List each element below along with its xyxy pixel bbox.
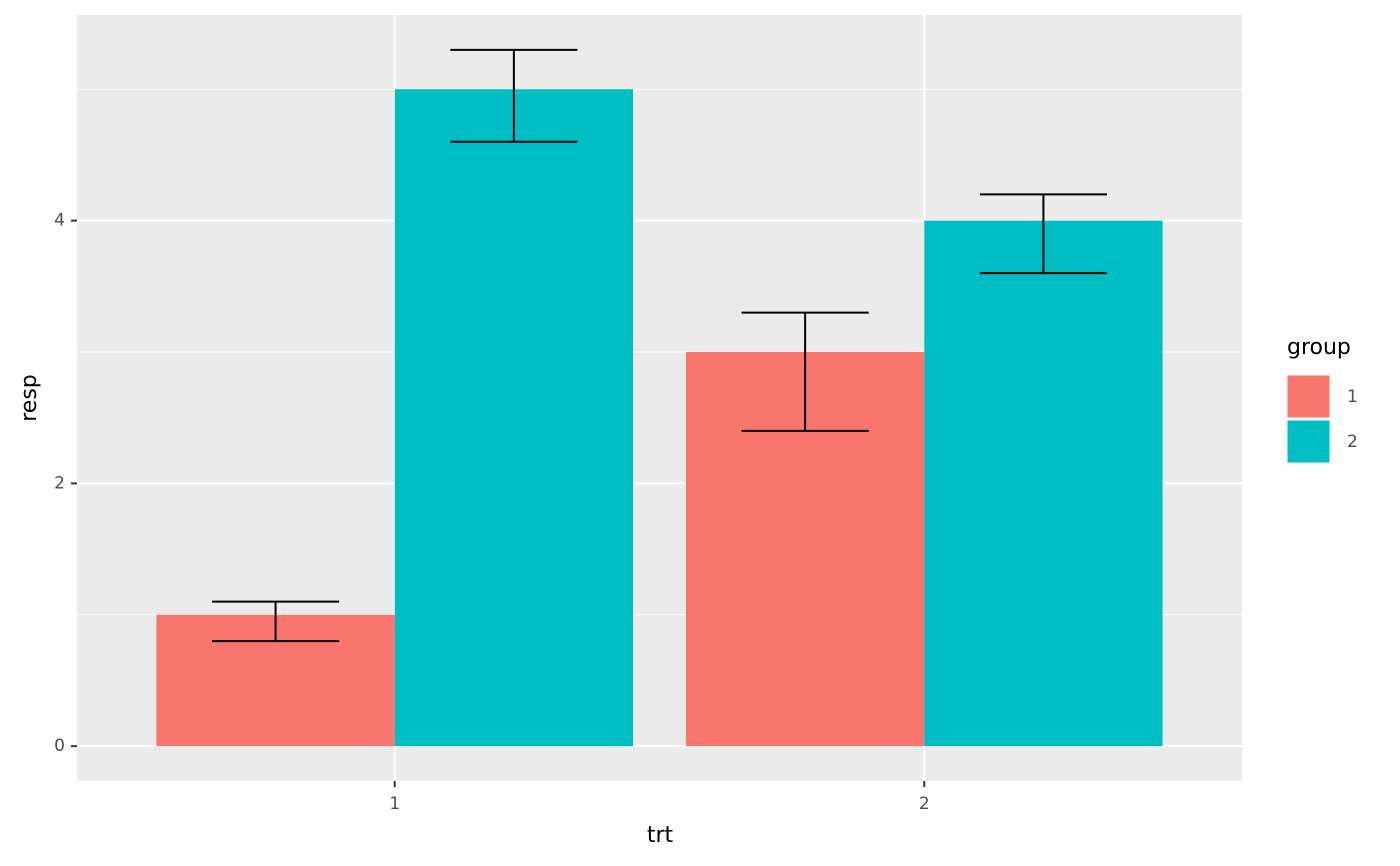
legend-label: 1: [1347, 387, 1358, 407]
y-tick-label: 4: [54, 211, 65, 231]
y-tick-label: 0: [54, 736, 65, 756]
legend-key: [1286, 374, 1331, 419]
legend-key: [1286, 419, 1331, 464]
legend-title: group: [1287, 335, 1351, 360]
x-tick-label: 1: [389, 794, 400, 814]
y-axis-title: resp: [17, 374, 42, 422]
error-bar: [450, 48, 578, 143]
x-axis-title: trt: [647, 823, 674, 848]
error-bar: [212, 600, 340, 643]
error-bar: [979, 193, 1107, 275]
y-tick-label: 2: [54, 473, 65, 493]
bar: [924, 220, 1163, 747]
x-tick-label: 2: [919, 794, 930, 814]
legend-label: 2: [1347, 432, 1358, 452]
bar: [394, 89, 634, 747]
error-bar: [741, 311, 869, 432]
marks: [156, 48, 1163, 747]
